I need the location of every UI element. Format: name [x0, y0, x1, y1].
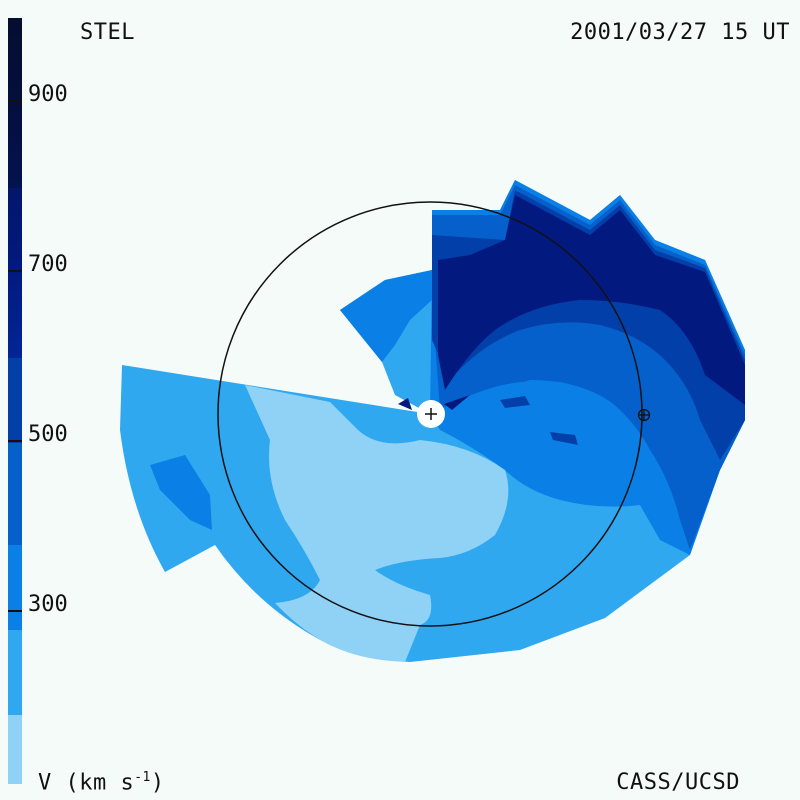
colorbar-segment-3: [8, 358, 22, 528]
units-suffix: ): [150, 770, 165, 796]
velocity-region-400-tongue: [470, 380, 597, 482]
colorbar-tick-900: [8, 100, 22, 102]
colorbar-label-300: 300: [28, 592, 68, 617]
colorbar-label-700: 700: [28, 252, 68, 277]
timestamp-label: 2001/03/27 15 UT: [570, 20, 790, 45]
earth-symbol-icon: [637, 408, 651, 422]
colorbar-tick-700: [8, 270, 22, 272]
earth-orbit-circle: [217, 201, 643, 627]
velocity-streak-3: [444, 395, 470, 410]
units-exponent: -1: [134, 770, 151, 785]
velocity-region-700: [438, 195, 745, 405]
colorbar-segment-2: [8, 188, 22, 358]
colorbar-label-900: 900: [28, 82, 68, 107]
colorbar-segment-5: [8, 698, 22, 784]
colorbar-tick-500: [8, 440, 22, 442]
velocity-streak-1: [500, 396, 530, 408]
velocity-streak-4: [398, 398, 412, 410]
units-prefix: V (km s: [38, 770, 135, 796]
station-label: STEL: [80, 20, 135, 45]
units-label: V (km s-1): [38, 770, 165, 795]
colorbar-label-500: 500: [28, 422, 68, 447]
colorbar-segment-1: [8, 18, 22, 188]
velocity-region-400-west: [150, 455, 212, 530]
velocity-region-200: [245, 385, 509, 662]
velocity-color-bar: [8, 18, 22, 784]
colorbar-segment-4: [8, 528, 22, 698]
velocity-region-400-north: [340, 270, 432, 362]
credit-label: CASS/UCSD: [616, 770, 740, 795]
velocity-streak-2: [550, 432, 578, 445]
colorbar-tick-300: [8, 610, 22, 612]
